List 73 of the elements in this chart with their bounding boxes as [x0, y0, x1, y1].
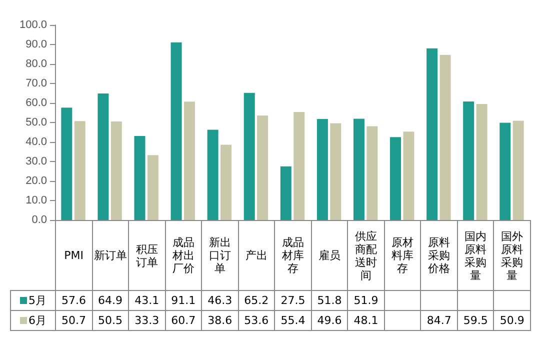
bar [170, 42, 182, 220]
bar [280, 166, 292, 220]
y-tick-label: 0.0 [32, 214, 47, 226]
y-tick-label: 10.0 [26, 194, 47, 206]
data-label: 60.7 [165, 310, 202, 330]
bar [184, 102, 195, 220]
y-tick-label: 30.0 [26, 156, 47, 168]
bar [257, 115, 268, 220]
x-tick-label: 成品材出厂价 [165, 220, 202, 290]
data-label: 91.1 [165, 290, 202, 310]
data-label: 46.3 [202, 290, 238, 310]
bar [74, 121, 86, 220]
y-tick-label: 70.0 [26, 78, 47, 90]
bar [440, 54, 451, 220]
y-tick-label: 100.0 [19, 19, 47, 31]
bar [147, 155, 158, 220]
bar [500, 122, 511, 220]
bar [390, 137, 402, 220]
x-tick-label: 成品材库存 [274, 220, 312, 290]
data-label: 38.6 [202, 310, 238, 330]
x-tick-label: 原料采购价格 [420, 220, 458, 290]
bar [207, 130, 218, 220]
data-label: 50.7 [56, 310, 92, 330]
x-tick-label: 新订单 [92, 220, 129, 290]
data-label: 27.5 [274, 290, 312, 310]
x-tick-label: 积压订单 [128, 220, 166, 290]
data-label: 84.7 [420, 310, 458, 330]
bar [366, 126, 378, 220]
data-label: 50.5 [92, 310, 129, 330]
x-tick-label: 原材料库存 [384, 220, 421, 290]
data-label: 51.8 [311, 290, 348, 310]
x-tick-label: PMI [56, 220, 92, 290]
bar [330, 123, 342, 220]
bar [294, 112, 305, 220]
bar [426, 48, 438, 220]
data-label: 48.1 [348, 310, 384, 330]
data-label: 49.6 [311, 310, 348, 330]
bar [61, 108, 72, 220]
data-label: 59.5 [457, 310, 494, 330]
y-tick-label: 20.0 [26, 175, 47, 187]
data-label: 55.4 [274, 310, 312, 330]
data-label: 53.6 [238, 310, 275, 330]
x-tick-label: 国内原料采购量 [457, 220, 494, 290]
bar [220, 144, 232, 220]
x-tick-label: 产出 [238, 220, 275, 290]
bar [134, 136, 146, 220]
data-label: 33.3 [128, 310, 166, 330]
legend-label: 5月 [10, 290, 56, 310]
data-label: 64.9 [92, 290, 129, 310]
bar [476, 104, 488, 220]
bar [463, 101, 474, 220]
y-tick-label: 40.0 [26, 136, 47, 148]
bar [316, 118, 328, 220]
y-tick-label: 80.0 [26, 58, 47, 70]
bar [98, 93, 109, 220]
y-tick-label: 60.0 [26, 97, 47, 109]
y-tick-label: 50.0 [26, 116, 47, 128]
bar [403, 132, 414, 220]
legend-label: 6月 [10, 310, 56, 330]
x-tick-label: 国外原料采购量 [494, 220, 530, 290]
bar [512, 120, 524, 220]
data-label: 51.9 [348, 290, 384, 310]
y-tick-label: 90.0 [26, 38, 47, 50]
data-label: 50.9 [494, 310, 530, 330]
x-tick-label: 新出口订单 [202, 220, 238, 290]
x-tick-label: 雇员 [311, 220, 348, 290]
bar [244, 92, 255, 220]
x-tick-label: 供应商配送时间 [348, 220, 384, 290]
data-label: 65.2 [238, 290, 275, 310]
bar [353, 118, 364, 220]
data-label: 57.6 [56, 290, 92, 310]
bar [110, 122, 122, 220]
data-label: 43.1 [128, 290, 166, 310]
